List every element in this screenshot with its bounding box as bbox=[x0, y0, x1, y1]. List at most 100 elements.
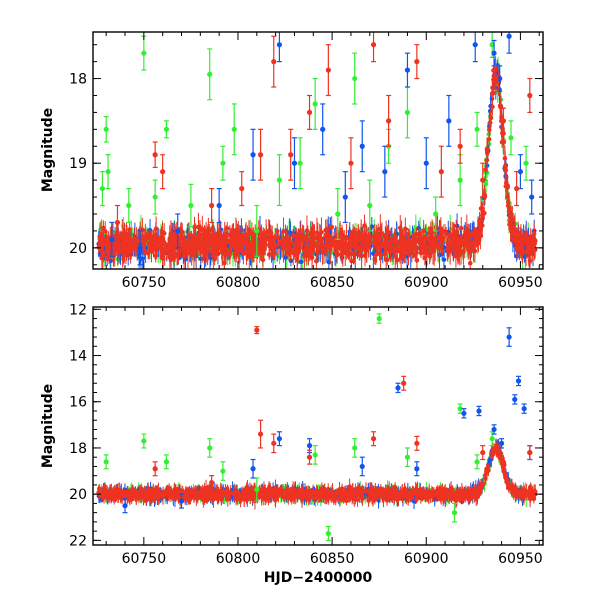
red-bulk-point bbox=[324, 231, 329, 237]
x-tick-label: 60900 bbox=[404, 275, 449, 291]
red-bulk-point bbox=[486, 136, 492, 142]
top-bulk-points bbox=[96, 56, 538, 269]
red-bulk-point bbox=[395, 257, 400, 263]
green-point bbox=[231, 126, 237, 132]
blue-point bbox=[320, 126, 326, 132]
red-bulk-point bbox=[101, 250, 107, 256]
red-bulk-point bbox=[430, 247, 436, 252]
green-point bbox=[141, 50, 147, 56]
green-point bbox=[103, 126, 109, 132]
red-bulk-point bbox=[211, 253, 216, 259]
red-bulk-point bbox=[362, 253, 368, 258]
green-point bbox=[367, 202, 373, 209]
red-bulk-point bbox=[507, 214, 513, 220]
blue-bulk-point bbox=[441, 257, 447, 262]
red-bulk-point bbox=[201, 240, 206, 246]
red-bulk-point bbox=[503, 167, 509, 173]
red-bulk-point bbox=[184, 241, 190, 246]
red-point bbox=[457, 143, 463, 149]
red-bulk-point bbox=[232, 252, 238, 257]
red-bulk-point bbox=[250, 248, 256, 254]
blue-point bbox=[404, 67, 411, 73]
red-point bbox=[152, 152, 158, 158]
blue-point bbox=[517, 169, 524, 175]
green-point bbox=[457, 177, 463, 183]
red-bulk-point bbox=[409, 249, 415, 254]
red-bulk-point bbox=[136, 238, 142, 244]
green-point bbox=[474, 126, 480, 132]
red-bulk-point bbox=[338, 252, 344, 257]
red-bulk-point bbox=[243, 232, 249, 238]
green-point bbox=[152, 194, 158, 200]
blue-point bbox=[276, 42, 283, 48]
blue-bulk-point bbox=[140, 256, 146, 262]
red-bulk-point bbox=[476, 240, 481, 246]
red-bulk-point bbox=[327, 245, 332, 251]
red-bulk-point bbox=[474, 235, 479, 241]
red-bulk-point bbox=[465, 236, 471, 242]
red-bulk-point bbox=[160, 254, 165, 260]
red-bulk-point bbox=[490, 104, 495, 110]
red-bulk-point bbox=[236, 239, 241, 245]
red-bulk-point bbox=[440, 238, 445, 244]
red-point bbox=[386, 118, 392, 124]
blue-point bbox=[175, 228, 181, 234]
red-bulk-point bbox=[192, 224, 197, 230]
red-bulk-point bbox=[350, 231, 356, 236]
blue-point bbox=[506, 33, 512, 39]
red-bulk-point bbox=[393, 234, 399, 240]
red-bulk-point bbox=[240, 239, 245, 244]
red-bulk-point bbox=[416, 232, 422, 237]
red-bulk-point bbox=[259, 230, 264, 236]
red-bulk-point bbox=[304, 228, 310, 233]
red-bulk-point bbox=[267, 244, 273, 249]
red-bulk-point bbox=[314, 258, 319, 264]
red-point bbox=[209, 202, 215, 209]
red-point bbox=[370, 42, 377, 48]
red-bulk-point bbox=[523, 249, 529, 255]
red-bulk-point bbox=[389, 236, 394, 242]
red-bulk-point bbox=[192, 248, 197, 254]
blue-point bbox=[359, 143, 365, 149]
top-ticks: 60750 60800 60850 60900 60950 18 19 20 bbox=[69, 32, 543, 291]
green-point bbox=[163, 126, 170, 132]
red-bulk-point bbox=[491, 68, 496, 73]
red-bulk-point bbox=[224, 226, 230, 231]
red-bulk-point bbox=[160, 229, 165, 235]
green-point bbox=[126, 202, 132, 209]
blue-point bbox=[472, 42, 478, 48]
red-bulk-point bbox=[347, 243, 353, 248]
red-bulk-point bbox=[271, 250, 277, 256]
red-bulk-point bbox=[488, 115, 494, 121]
red-bulk-point bbox=[349, 258, 354, 264]
red-bulk-point bbox=[122, 247, 127, 253]
red-bulk-point bbox=[152, 236, 158, 242]
y-tick-label: 19 bbox=[69, 156, 87, 172]
red-bulk-point bbox=[124, 231, 129, 237]
red-bulk-point bbox=[432, 237, 438, 242]
red-bulk-point bbox=[290, 232, 296, 238]
top-ylabel: Magnitude bbox=[40, 108, 56, 192]
red-bulk-point bbox=[105, 245, 110, 251]
red-bulk-point bbox=[217, 231, 223, 237]
green-point bbox=[105, 169, 111, 175]
red-bulk-point bbox=[531, 231, 537, 237]
red-bulk-point bbox=[146, 242, 152, 247]
red-bulk-point bbox=[397, 225, 403, 231]
red-bulk-point bbox=[312, 235, 317, 241]
red-bulk-point bbox=[515, 245, 521, 250]
red-bulk-point bbox=[304, 248, 310, 253]
red-bulk-point bbox=[283, 235, 288, 241]
blue-point bbox=[529, 194, 535, 200]
red-bulk-point bbox=[346, 250, 352, 256]
red-bulk-point bbox=[443, 231, 449, 237]
red-bulk-point bbox=[413, 253, 418, 258]
blue-point bbox=[291, 160, 298, 166]
blue-point bbox=[109, 236, 115, 242]
red-bulk-point bbox=[171, 250, 177, 255]
x-tick-label: 60750 bbox=[122, 275, 167, 291]
blue-point bbox=[497, 75, 503, 82]
blue-point bbox=[446, 118, 452, 124]
red-point bbox=[325, 67, 331, 73]
red-bulk-point bbox=[490, 91, 496, 96]
